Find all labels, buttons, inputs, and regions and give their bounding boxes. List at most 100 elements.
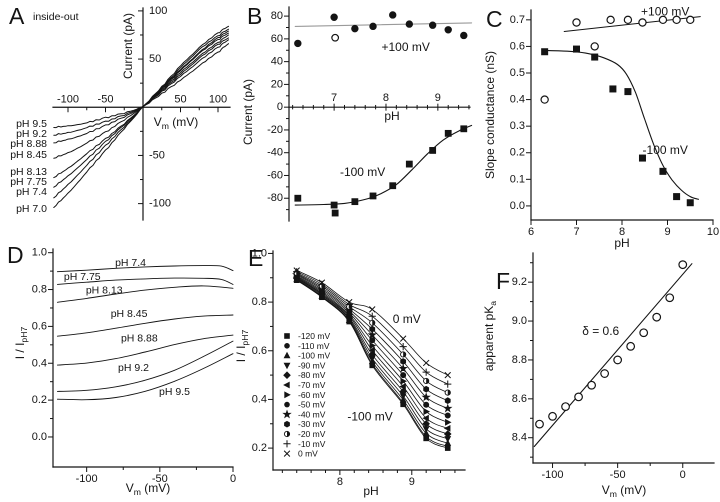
x-tick-label: 0 [230, 473, 236, 485]
panel-A-tick-labels: -100 -50 50 100 -100 -50 50 100 Vm (mV) Current (… [57, 5, 227, 210]
x-tick-label: -100 [76, 473, 98, 485]
legend-item-label: 0 mV [298, 449, 318, 459]
y-tick-label: 0.2 [510, 147, 525, 159]
legend-item-label: -90 mV [298, 360, 326, 370]
y-tick-label: 50 [149, 53, 161, 65]
legend-item-label: -120 mV [298, 331, 330, 341]
x-tick-label: 50 [174, 93, 186, 105]
y-tick-label: 80 [271, 10, 283, 22]
y-tick-label: 0.6 [32, 320, 47, 332]
annotation: pH 9.5 [16, 118, 47, 130]
legend-item-label: -60 mV [298, 390, 326, 400]
x-axis-title: pH [614, 236, 629, 250]
series-line-pH 7.75 [56, 277, 234, 285]
annotation: -100 mV [643, 143, 688, 157]
annotation: inside-out [33, 11, 79, 23]
y-axis-title: I / IpH7 [13, 327, 29, 360]
y-tick-label: -80 [267, 192, 283, 204]
series-markers-apparent pKa [535, 260, 688, 429]
panel-B-series [294, 11, 473, 217]
panel-letter: E [248, 245, 263, 271]
legend-item-label: -70 mV [298, 380, 326, 390]
series-line-linear fit [533, 263, 693, 448]
panel-C-tick-labels: 6 7 8 9 10 0.0 0.1 0.2 0.3 0.4 0.5 0.6 0.7 pH Slope co… [483, 14, 719, 250]
panel-E-ticks [268, 252, 456, 475]
y-tick-label: 0.7 [510, 14, 525, 26]
y-tick-label: 8.8 [512, 354, 527, 366]
panel-C-axes [530, 9, 714, 221]
panel-B-axes [288, 6, 471, 222]
annotation: pH 8.88 [10, 138, 47, 150]
x-tick-label: -100 [542, 469, 564, 481]
legend-item-label: -80 mV [298, 370, 326, 380]
panel-A-axes [52, 7, 231, 221]
x-tick-label: 0 [680, 469, 686, 481]
panel-letter: A [9, 3, 25, 29]
y-tick-label: 40 [271, 56, 283, 68]
y-tick-label: 0.2 [32, 394, 47, 406]
panel-letter: D [7, 242, 24, 268]
series-markers-+100 mV (open) [331, 33, 340, 42]
y-tick-label: 60 [271, 33, 283, 45]
y-tick-label: 8.4 [512, 432, 527, 444]
legend-item-label: -10 mV [298, 439, 326, 449]
panel-D: -100 -50 0 0.0 0.2 0.4 0.6 0.8 1.0 Vm (mV) I / IpH… [7, 242, 236, 497]
panel-C-series [540, 15, 701, 207]
y-tick-label: 1.0 [252, 247, 267, 259]
y-tick-label: -50 [149, 149, 165, 161]
annotation: pH 8.13 [10, 166, 47, 178]
x-tick-label: -50 [98, 93, 114, 105]
series-markers--100 mV [294, 125, 468, 217]
series-line-pH 9.5 [53, 43, 229, 129]
panel-F-series [533, 260, 693, 448]
y-tick-label: 0.4 [252, 393, 267, 405]
y-tick-label: 0.0 [510, 200, 525, 212]
annotation: pH 7.4 [16, 186, 47, 198]
panel-E-legend: -120 mV-110 mV-100 mV-90 mV-80 mV-70 mV-… [282, 331, 330, 459]
y-tick-label: 0.0 [32, 431, 47, 443]
annotation: pH 8.45 [111, 308, 148, 320]
series-line-pH 8.13 [56, 285, 234, 303]
y-tick-label: -100 [149, 198, 171, 210]
x-tick-label: 7 [331, 92, 337, 104]
panel-D-tick-labels: -100 -50 0 0.0 0.2 0.4 0.6 0.8 1.0 Vm (mV) I / IpH… [13, 247, 236, 497]
y-tick-label: 0.1 [510, 173, 525, 185]
y-tick-label: 9.0 [512, 315, 527, 327]
annotation: pH 8.13 [86, 284, 123, 296]
y-tick-label: 20 [271, 78, 283, 90]
x-tick-label: 8 [337, 476, 343, 488]
series-markers-+100 mV [540, 15, 695, 104]
panel-D-ticks [48, 252, 234, 472]
x-axis-title: pH [363, 484, 378, 498]
x-tick-label: 9 [435, 92, 441, 104]
series-line--100 mV fit [294, 124, 473, 206]
y-tick-label: 0.5 [510, 67, 525, 79]
series-line-pH 9.2 [56, 340, 234, 392]
legend-item-label: -40 mV [298, 409, 326, 419]
x-axis-title: Vm (mV) [126, 481, 171, 497]
panel-A: -100 -50 50 100 -100 -50 50 100 Vm (mV) Current (… [9, 3, 231, 221]
x-axis-title: Vm (mV) [154, 115, 199, 131]
panel-F-ticks [528, 262, 684, 468]
annotation: pH 8.45 [10, 149, 47, 161]
series-line-+100 mV fit [294, 22, 473, 27]
panel-D-series [56, 265, 234, 401]
annotation: -100 mV [347, 409, 392, 423]
y-tick-label: 100 [149, 5, 167, 17]
annotation: 0 mV [393, 312, 421, 326]
x-tick-label: 7 [573, 226, 579, 238]
annotation: +100 mV [641, 5, 689, 19]
series-markers--100 mV [541, 45, 694, 207]
annotation: -100 mV [340, 165, 385, 179]
legend-item-label: -110 mV [298, 341, 330, 351]
x-axis-title: pH [384, 109, 399, 123]
panel-C: 6 7 8 9 10 0.0 0.1 0.2 0.3 0.4 0.5 0.6 0.7 pH Slope co… [483, 5, 719, 250]
y-tick-label: 0.4 [32, 357, 47, 369]
panel-D-axes [52, 248, 234, 468]
legend-item-label: -30 mV [298, 419, 326, 429]
y-tick-label: -20 [267, 124, 283, 136]
panel-letter: F [496, 268, 510, 294]
